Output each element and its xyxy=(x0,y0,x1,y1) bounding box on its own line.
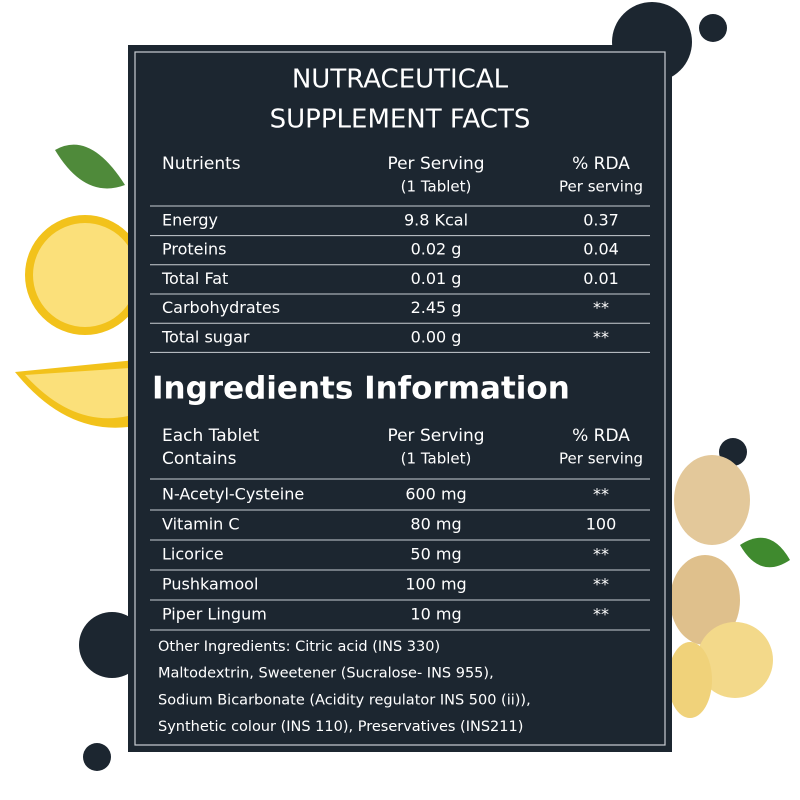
table-cell: Total Fat xyxy=(161,269,228,288)
header-cell: % RDA xyxy=(572,154,630,174)
table-cell: 100 xyxy=(586,515,617,534)
other-ingredients-line: Maltodextrin, Sweetener (Sucralose- INS … xyxy=(158,666,494,682)
table-cell: 0.37 xyxy=(583,211,619,230)
title-line: NUTRACEUTICAL xyxy=(292,65,509,95)
table-cell: ** xyxy=(593,485,609,504)
tables: Nutrients Per Serving (1 Tablet) % RDA Per s… xyxy=(150,154,650,735)
table-cell: ** xyxy=(593,298,609,317)
header-cell: Per serving xyxy=(559,450,643,468)
table-cell: 0.02 g xyxy=(411,240,462,259)
other-ingredients-line: Synthetic colour (INS 110), Preservative… xyxy=(158,719,523,735)
other-ingredients-line: Other Ingredients: Citric acid (INS 330) xyxy=(158,639,440,655)
table-cell: 0.04 xyxy=(583,240,619,259)
table-cell: 0.01 xyxy=(583,269,619,288)
header-cell: Per Serving xyxy=(387,426,484,446)
table-cell: Proteins xyxy=(162,240,226,259)
table-cell: 50 mg xyxy=(410,545,461,564)
table-cell: Piper Lingum xyxy=(162,605,267,624)
header-cell: Per Serving xyxy=(387,154,484,174)
header-cell: Nutrients xyxy=(162,154,241,174)
header-cell: Each Tablet xyxy=(162,426,260,446)
table-cell: 80 mg xyxy=(410,515,461,534)
table-cell: ** xyxy=(593,327,609,346)
table-cell: 10 mg xyxy=(410,605,461,624)
title-line: SUPPLEMENT FACTS xyxy=(270,105,531,135)
header-cell: (1 Tablet) xyxy=(401,178,472,196)
table-cell: Total sugar xyxy=(161,327,250,346)
table-cell: ** xyxy=(593,545,609,564)
header-cell: (1 Tablet) xyxy=(401,450,472,468)
table-cell: ** xyxy=(593,575,609,594)
header-cell: Per serving xyxy=(559,178,643,196)
decor xyxy=(15,2,790,771)
header-cell: Contains xyxy=(162,449,237,469)
table-cell: 100 mg xyxy=(405,575,466,594)
table-cell: Vitamin C xyxy=(162,515,240,534)
table-cell: N-Acetyl-Cysteine xyxy=(162,485,304,504)
section-title: Ingredients Information xyxy=(152,371,570,407)
table-cell: Carbohydrates xyxy=(162,298,280,317)
header-cell: % RDA xyxy=(572,426,630,446)
table-cell: 0.00 g xyxy=(411,327,462,346)
table-cell: ** xyxy=(593,605,609,624)
panel xyxy=(128,45,672,752)
table-cell: 600 mg xyxy=(405,485,466,504)
table-cell: 2.45 g xyxy=(411,298,462,317)
table-cell: Pushkamool xyxy=(162,575,258,594)
table-cell: 0.01 g xyxy=(411,269,462,288)
table-cell: 9.8 Kcal xyxy=(404,211,468,230)
table-cell: Licorice xyxy=(162,545,224,564)
other-ingredients-line: Sodium Bicarbonate (Acidity regulator IN… xyxy=(158,692,531,708)
table-cell: Energy xyxy=(162,211,218,230)
panel-border xyxy=(134,51,666,746)
